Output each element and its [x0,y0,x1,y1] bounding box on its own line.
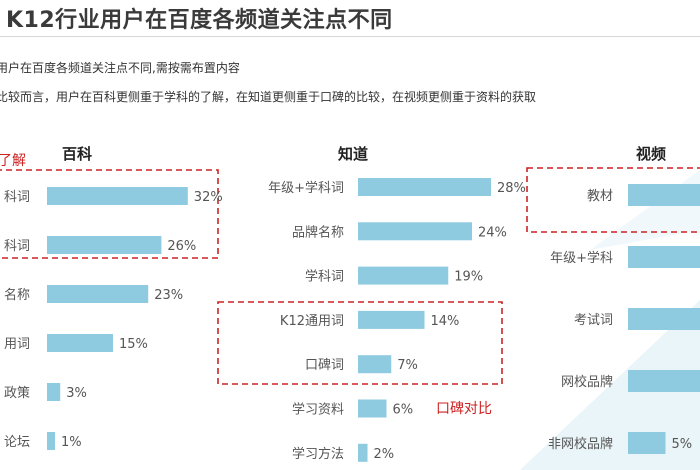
bar-2-1 [628,246,700,268]
value-label-0-4: 3% [66,386,87,401]
bar-2-3 [628,370,700,392]
value-label-1-0: 28% [497,181,526,196]
value-label-0-2: 23% [154,288,183,303]
bar-0-1 [47,236,162,254]
chart-title-baike: 百科 [62,145,93,163]
value-label-0-1: 26% [167,239,196,254]
category-label-1-2: 学科词 [305,269,344,285]
title-divider [0,36,700,37]
value-label-1-3: 14% [431,314,460,329]
category-label-0-3: 用词 [4,337,30,352]
bar-0-5 [47,432,55,450]
category-label-1-6: 学习方法 [292,446,344,462]
bar-1-5 [358,399,387,418]
value-label-0-0: 32% [194,190,223,205]
annotation-reputation: 口碑对比 [436,401,492,417]
category-label-2-1: 年级+学科 [550,250,613,266]
value-label-0-5: 1% [61,435,82,450]
highlight-box-baike [0,169,219,259]
category-label-2-4: 非网校品牌 [548,436,613,452]
category-label-0-4: 政策 [4,385,30,401]
category-label-1-1: 品牌名称 [292,224,344,240]
value-label-1-5: 6% [393,403,414,418]
bar-1-0 [358,178,491,196]
bar-1-3 [358,310,425,329]
value-label-1-4: 7% [397,358,418,373]
highlight-box-shipin [526,167,700,233]
category-label-2-3: 网校品牌 [561,374,613,390]
bar-0-4 [47,383,61,401]
category-label-1-4: 口碑词 [305,357,344,373]
value-label-1-2: 19% [454,270,483,285]
bar-2-4 [628,432,666,454]
value-label-0-3: 15% [119,337,148,352]
highlight-box-zhidao [217,301,503,385]
value-label-1-1: 24% [478,225,507,240]
bar-2-2 [628,308,700,330]
category-label-0-1: 科词 [4,239,30,254]
category-label-1-0: 年级+学科词 [268,180,344,196]
bar-1-6 [358,443,368,462]
bar-0-0 [47,187,188,205]
bar-2-0 [628,184,700,206]
bar-1-4 [358,355,392,374]
subtitle-line-2: 比较而言，用户在百科更侧重于学科的了解，在知道更侧重于口碑的比较，在视频更侧重于… [0,90,537,104]
value-label-1-6: 2% [374,447,395,462]
value-label-2-4: 5% [672,437,693,452]
chart-title-shipin: 视频 [636,145,667,163]
category-label-0-5: 论坛 [4,435,30,450]
category-label-0-0: 科词 [4,190,30,205]
bar-1-2 [358,266,449,285]
subtitle-line-1: 用户在百度各频道关注点不同,需按需布置内容 [0,61,240,75]
bar-1-1 [358,222,472,241]
bar-0-2 [47,285,149,303]
category-label-1-5: 学习资料 [292,402,344,418]
bar-0-3 [47,334,113,352]
category-label-2-0: 教材 [587,188,613,204]
category-label-2-2: 考试词 [574,313,613,328]
page-title: K12行业用户在百度各频道关注点不同 [6,8,393,33]
chart-title-zhidao: 知道 [338,145,369,163]
category-label-1-3: K12通用词 [280,314,344,329]
annotation-understanding: 了解 [0,153,26,169]
category-label-0-2: 名称 [4,287,30,303]
